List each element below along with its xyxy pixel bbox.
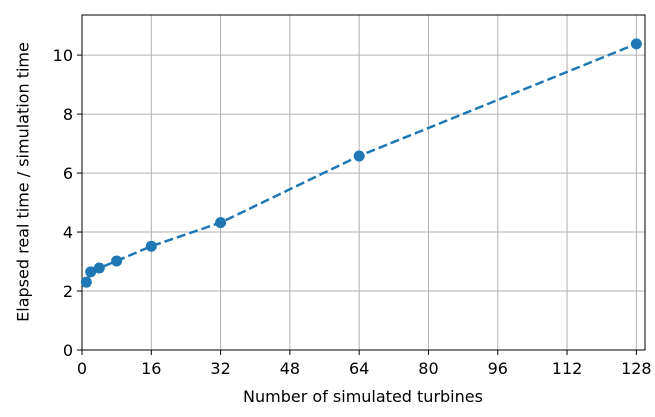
y-tick-label: 2 xyxy=(63,282,73,301)
data-point xyxy=(80,276,92,288)
y-axis-label: Elapsed real time / simulation time xyxy=(14,42,33,322)
y-tick-label: 0 xyxy=(63,341,73,360)
data-point xyxy=(215,217,227,229)
x-tick-label: 16 xyxy=(141,359,161,378)
y-tick-label: 4 xyxy=(63,223,73,242)
y-tick-label: 10 xyxy=(53,46,73,65)
x-tick-label: 80 xyxy=(418,359,438,378)
data-point xyxy=(85,266,97,278)
x-tick-label: 128 xyxy=(621,359,652,378)
data-point xyxy=(630,38,642,50)
data-point xyxy=(353,150,365,162)
y-tick-label: 8 xyxy=(63,105,73,124)
y-tick-label: 6 xyxy=(63,164,73,183)
series-line xyxy=(85,42,637,283)
x-tick-label: 32 xyxy=(210,359,230,378)
x-tick-label: 64 xyxy=(349,359,369,378)
plot-frame xyxy=(81,14,646,351)
x-tick-label: 112 xyxy=(552,359,583,378)
x-axis-label: Number of simulated turbines xyxy=(243,387,483,406)
data-point xyxy=(145,240,157,252)
data-point xyxy=(93,262,105,274)
x-tick-label: 48 xyxy=(280,359,300,378)
data-point xyxy=(111,255,123,267)
x-tick-label: 0 xyxy=(77,359,87,378)
x-tick-label: 96 xyxy=(488,359,508,378)
